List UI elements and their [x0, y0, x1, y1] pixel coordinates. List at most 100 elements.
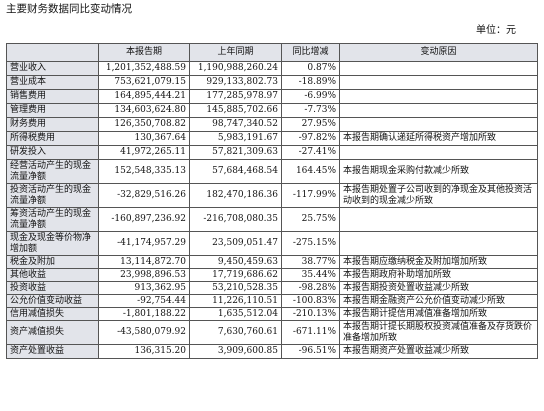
page-title: 主要财务数据同比变动情况	[6, 3, 132, 15]
row-prior-value: 17,719,686.62	[189, 268, 282, 282]
row-prior-value: 145,885,702.66	[189, 103, 282, 118]
row-prior-value: 177,285,978.97	[189, 89, 282, 104]
row-change-reason: 本报告期金融资产公允价值变动减少所致	[339, 294, 538, 308]
row-yoy-change: -97.82%	[281, 131, 340, 146]
row-prior-value: -216,708,080.35	[189, 207, 282, 232]
row-change-reason: 本报告期资产处置收益减少所致	[339, 344, 538, 359]
row-change-reason	[339, 61, 538, 76]
row-current-value: -41,174,957.29	[98, 231, 190, 256]
row-change-reason: 本报告期计提长期股权投资减值准备及存货跌价准备增加所致	[339, 320, 538, 345]
header-current-period: 本报告期	[98, 43, 190, 62]
row-item-name: 资产减值损失	[6, 320, 99, 345]
row-item-name: 管理费用	[6, 103, 99, 118]
table-row: 筹资活动产生的现金流量净额 -160,897,236.92 -216,708,080…	[6, 207, 538, 232]
row-change-reason	[339, 207, 538, 232]
row-item-name: 投资收益	[6, 281, 99, 295]
row-item-name: 营业收入	[6, 61, 99, 76]
row-prior-value: 57,821,309.63	[189, 145, 282, 160]
row-current-value: 164,895,444.21	[98, 89, 190, 104]
row-change-reason: 本报告期政府补助增加所致	[339, 268, 538, 282]
row-yoy-change: 35.44%	[281, 268, 340, 282]
row-yoy-change: -7.73%	[281, 103, 340, 118]
table-row: 资产减值损失 -43,580,079.92 7,630,760.61 -671.11%…	[6, 320, 538, 345]
row-change-reason: 本报告期确认递延所得税资产增加所致	[339, 131, 538, 146]
row-current-value: 152,548,335.13	[98, 159, 190, 184]
row-yoy-change: -98.28%	[281, 281, 340, 295]
header-change-reason: 变动原因	[339, 43, 538, 62]
table-row: 税金及附加 13,114,872.70 9,450,459.63 38.77% 本报告期…	[6, 255, 538, 269]
row-current-value: -43,580,079.92	[98, 320, 190, 345]
row-item-name: 信用减值损失	[6, 307, 99, 321]
row-prior-value: 929,133,802.73	[189, 75, 282, 90]
table-row: 投资活动产生的现金流量净额 -32,829,516.26 182,470,186.3…	[6, 183, 538, 208]
row-item-name: 财务费用	[6, 117, 99, 132]
row-prior-value: 1,635,512.04	[189, 307, 282, 321]
row-current-value: 136,315.20	[98, 344, 190, 359]
table-row: 公允价值变动收益 -92,754.44 11,226,110.51 -100.83% 本…	[6, 294, 538, 308]
row-current-value: 130,367.64	[98, 131, 190, 146]
row-yoy-change: -275.15%	[281, 231, 340, 256]
row-yoy-change: -18.89%	[281, 75, 340, 90]
row-item-name: 筹资活动产生的现金流量净额	[6, 207, 99, 232]
row-item-name: 资产处置收益	[6, 344, 99, 359]
table-row: 销售费用 164,895,444.21 177,285,978.97 -6.99%	[6, 89, 538, 104]
row-item-name: 经营活动产生的现金流量净额	[6, 159, 99, 184]
row-current-value: -92,754.44	[98, 294, 190, 308]
table-row: 研发投入 41,972,265.11 57,821,309.63 -27.41%	[6, 145, 538, 160]
header-prior-period: 上年同期	[189, 43, 282, 62]
row-yoy-change: -27.41%	[281, 145, 340, 160]
row-current-value: 913,362.95	[98, 281, 190, 295]
row-change-reason	[339, 117, 538, 132]
row-current-value: 126,350,708.82	[98, 117, 190, 132]
row-prior-value: 3,909,600.85	[189, 344, 282, 359]
row-current-value: 753,621,079.15	[98, 75, 190, 90]
row-item-name: 现金及现金等价物净增加额	[6, 231, 99, 256]
table-row: 投资收益 913,362.95 53,210,528.35 -98.28% 本报告期投资…	[6, 281, 538, 295]
row-yoy-change: -210.13%	[281, 307, 340, 321]
header-item	[6, 43, 99, 62]
table-row: 经营活动产生的现金流量净额 152,548,335.13 57,684,468.54…	[6, 159, 538, 184]
header-yoy-change: 同比增减	[281, 43, 340, 62]
row-prior-value: 98,747,340.52	[189, 117, 282, 132]
row-change-reason: 本报告期计提信用减值准备增加所致	[339, 307, 538, 321]
row-yoy-change: 38.77%	[281, 255, 340, 269]
row-yoy-change: -100.83%	[281, 294, 340, 308]
unit-label: 单位：元	[476, 25, 516, 36]
row-item-name: 公允价值变动收益	[6, 294, 99, 308]
row-change-reason: 本报告期投资处置收益减少所致	[339, 281, 538, 295]
row-item-name: 研发投入	[6, 145, 99, 160]
row-yoy-change: 27.95%	[281, 117, 340, 132]
row-change-reason: 本报告期处置子公司收到的净现金及其他投资活动收到的现金减少所致	[339, 183, 538, 208]
row-current-value: 41,972,265.11	[98, 145, 190, 160]
row-current-value: 13,114,872.70	[98, 255, 190, 269]
row-yoy-change: -96.51%	[281, 344, 340, 359]
row-prior-value: 23,509,051.47	[189, 231, 282, 256]
row-yoy-change: 0.87%	[281, 61, 340, 76]
row-change-reason	[339, 75, 538, 90]
table-row: 信用减值损失 -1,801,188.22 1,635,512.04 -210.13% 本…	[6, 307, 538, 321]
row-current-value: 1,201,352,488.59	[98, 61, 190, 76]
row-prior-value: 1,190,988,260.24	[189, 61, 282, 76]
table-row: 营业收入 1,201,352,488.59 1,190,988,260.24 0.87…	[6, 61, 538, 76]
row-current-value: 23,998,896.53	[98, 268, 190, 282]
financial-data-table: 本报告期 上年同期 同比增减 变动原因 营业收入 1,201,352,488.59…	[6, 43, 538, 359]
table-row: 营业成本 753,621,079.15 929,133,802.73 -18.89%	[6, 75, 538, 90]
table-header-row: 本报告期 上年同期 同比增减 变动原因	[6, 43, 538, 62]
row-item-name: 所得税费用	[6, 131, 99, 146]
row-change-reason	[339, 103, 538, 118]
row-prior-value: 11,226,110.51	[189, 294, 282, 308]
row-yoy-change: 25.75%	[281, 207, 340, 232]
table-row: 资产处置收益 136,315.20 3,909,600.85 -96.51% 本报告期资…	[6, 344, 538, 359]
table-row: 财务费用 126,350,708.82 98,747,340.52 27.95%	[6, 117, 538, 132]
row-change-reason: 本报告期现金采购付款减少所致	[339, 159, 538, 184]
table-body: 营业收入 1,201,352,488.59 1,190,988,260.24 0.87…	[6, 61, 538, 359]
row-prior-value: 9,450,459.63	[189, 255, 282, 269]
row-change-reason	[339, 231, 538, 256]
row-current-value: -160,897,236.92	[98, 207, 190, 232]
row-current-value: -32,829,516.26	[98, 183, 190, 208]
table-row: 管理费用 134,603,624.80 145,885,702.66 -7.73%	[6, 103, 538, 118]
row-yoy-change: -117.99%	[281, 183, 340, 208]
table-row: 现金及现金等价物净增加额 -41,174,957.29 23,509,051.47-…	[6, 231, 538, 256]
row-yoy-change: 164.45%	[281, 159, 340, 184]
row-prior-value: 53,210,528.35	[189, 281, 282, 295]
